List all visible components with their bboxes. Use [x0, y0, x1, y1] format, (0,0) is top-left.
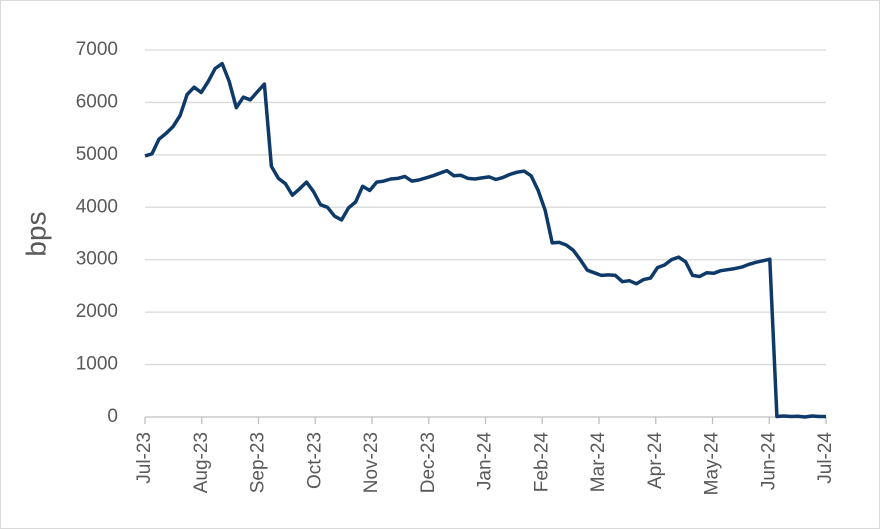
y-tick-label: 5000: [76, 144, 118, 165]
y-tick-label: 3000: [76, 249, 118, 270]
x-tick-label: Jun-24: [758, 432, 779, 491]
data-line: [144, 61, 826, 419]
x-tick-label: May-24: [702, 432, 723, 496]
y-tick-label: 2000: [76, 301, 118, 322]
x-tick-label: Dec-23: [418, 432, 439, 493]
x-tick-label: Feb-24: [531, 432, 552, 493]
x-tick-label: Aug-23: [191, 432, 212, 493]
y-tick-label: 4000: [76, 196, 118, 217]
x-tick-label: Oct-23: [304, 432, 325, 489]
x-tick-label: Jan-24: [475, 432, 496, 491]
x-tick-label: Sep-23: [248, 432, 269, 493]
y-axis-label: bps: [20, 211, 51, 256]
x-tick-label: Nov-23: [361, 432, 382, 493]
y-tick-label: 0: [107, 406, 118, 427]
y-tick-label: 6000: [76, 91, 118, 112]
x-tick-label: Jul-24: [815, 432, 836, 484]
x-tick-label: Apr-24: [645, 432, 666, 489]
y-tick-label: 7000: [76, 39, 118, 60]
y-tick-label: 1000: [76, 354, 118, 375]
x-tick-label: Jul-23: [134, 432, 155, 484]
x-tick-label: Mar-24: [588, 432, 609, 493]
